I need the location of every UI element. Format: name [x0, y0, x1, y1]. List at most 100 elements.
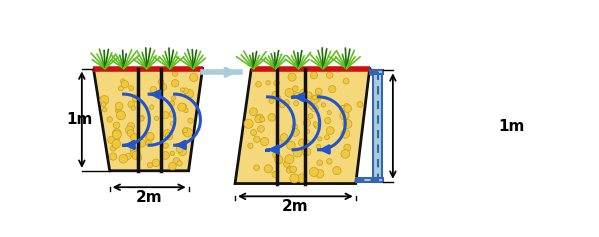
Ellipse shape	[290, 174, 299, 183]
Ellipse shape	[139, 116, 144, 121]
Ellipse shape	[308, 114, 313, 118]
Ellipse shape	[287, 166, 293, 172]
Ellipse shape	[357, 101, 363, 107]
Ellipse shape	[285, 88, 294, 97]
Ellipse shape	[131, 134, 138, 141]
Ellipse shape	[340, 105, 347, 112]
Ellipse shape	[341, 150, 350, 158]
Ellipse shape	[286, 168, 292, 173]
Ellipse shape	[315, 88, 322, 95]
Ellipse shape	[170, 151, 174, 156]
Ellipse shape	[260, 117, 265, 122]
Ellipse shape	[182, 128, 190, 135]
Ellipse shape	[340, 111, 349, 120]
Ellipse shape	[113, 122, 120, 129]
Ellipse shape	[309, 167, 319, 177]
Ellipse shape	[274, 155, 283, 164]
Ellipse shape	[341, 129, 350, 138]
Ellipse shape	[344, 105, 352, 112]
Polygon shape	[235, 68, 370, 183]
Ellipse shape	[113, 130, 121, 139]
Ellipse shape	[100, 96, 109, 105]
Ellipse shape	[333, 166, 341, 175]
Ellipse shape	[343, 78, 349, 84]
Ellipse shape	[274, 80, 279, 86]
Text: 1m: 1m	[498, 118, 525, 134]
Ellipse shape	[300, 89, 308, 97]
Ellipse shape	[180, 104, 186, 110]
Ellipse shape	[344, 144, 351, 151]
Ellipse shape	[155, 116, 159, 120]
Ellipse shape	[125, 126, 134, 134]
Ellipse shape	[119, 155, 128, 163]
Ellipse shape	[171, 121, 176, 126]
Ellipse shape	[170, 101, 175, 106]
Ellipse shape	[316, 144, 321, 149]
Ellipse shape	[149, 105, 154, 109]
Ellipse shape	[280, 103, 285, 108]
Ellipse shape	[110, 153, 117, 160]
Ellipse shape	[117, 107, 121, 112]
Ellipse shape	[310, 96, 319, 104]
Ellipse shape	[343, 119, 352, 128]
Ellipse shape	[162, 111, 169, 119]
Ellipse shape	[326, 159, 332, 164]
Ellipse shape	[171, 96, 176, 100]
Ellipse shape	[101, 102, 106, 107]
Ellipse shape	[147, 163, 153, 168]
Ellipse shape	[313, 122, 318, 126]
FancyBboxPatch shape	[373, 70, 382, 182]
Ellipse shape	[343, 104, 350, 110]
Ellipse shape	[327, 111, 331, 115]
Ellipse shape	[244, 119, 253, 128]
Ellipse shape	[276, 96, 281, 101]
Ellipse shape	[302, 148, 311, 156]
Ellipse shape	[110, 146, 116, 151]
Ellipse shape	[284, 100, 289, 105]
Ellipse shape	[261, 137, 269, 146]
Ellipse shape	[303, 140, 310, 147]
Ellipse shape	[177, 161, 182, 166]
Ellipse shape	[266, 81, 270, 85]
Ellipse shape	[176, 146, 183, 153]
Ellipse shape	[115, 102, 123, 110]
Ellipse shape	[314, 123, 319, 128]
Ellipse shape	[326, 72, 333, 78]
Ellipse shape	[250, 108, 258, 116]
Ellipse shape	[264, 165, 273, 173]
Ellipse shape	[120, 79, 125, 84]
Ellipse shape	[313, 95, 317, 100]
Ellipse shape	[284, 161, 290, 167]
Ellipse shape	[116, 108, 120, 113]
Ellipse shape	[294, 101, 299, 106]
Ellipse shape	[168, 162, 176, 170]
Ellipse shape	[313, 95, 320, 102]
Ellipse shape	[303, 119, 310, 126]
Ellipse shape	[173, 71, 177, 76]
Ellipse shape	[132, 95, 140, 102]
Ellipse shape	[160, 83, 167, 90]
Ellipse shape	[305, 129, 310, 133]
Ellipse shape	[293, 148, 302, 157]
Ellipse shape	[258, 126, 264, 132]
Ellipse shape	[291, 128, 300, 136]
Text: 2m: 2m	[282, 199, 308, 214]
Ellipse shape	[285, 155, 294, 164]
Ellipse shape	[179, 147, 186, 156]
Ellipse shape	[152, 159, 159, 167]
Ellipse shape	[329, 86, 336, 93]
Ellipse shape	[169, 111, 176, 117]
Ellipse shape	[280, 134, 288, 141]
Ellipse shape	[131, 106, 135, 110]
FancyBboxPatch shape	[370, 70, 383, 74]
Ellipse shape	[146, 140, 152, 146]
Ellipse shape	[183, 128, 192, 137]
Ellipse shape	[255, 116, 262, 123]
Ellipse shape	[326, 127, 334, 134]
Ellipse shape	[161, 151, 170, 160]
Ellipse shape	[310, 72, 317, 79]
Ellipse shape	[145, 133, 154, 141]
Polygon shape	[93, 68, 202, 171]
Ellipse shape	[253, 136, 260, 142]
Ellipse shape	[272, 91, 279, 98]
